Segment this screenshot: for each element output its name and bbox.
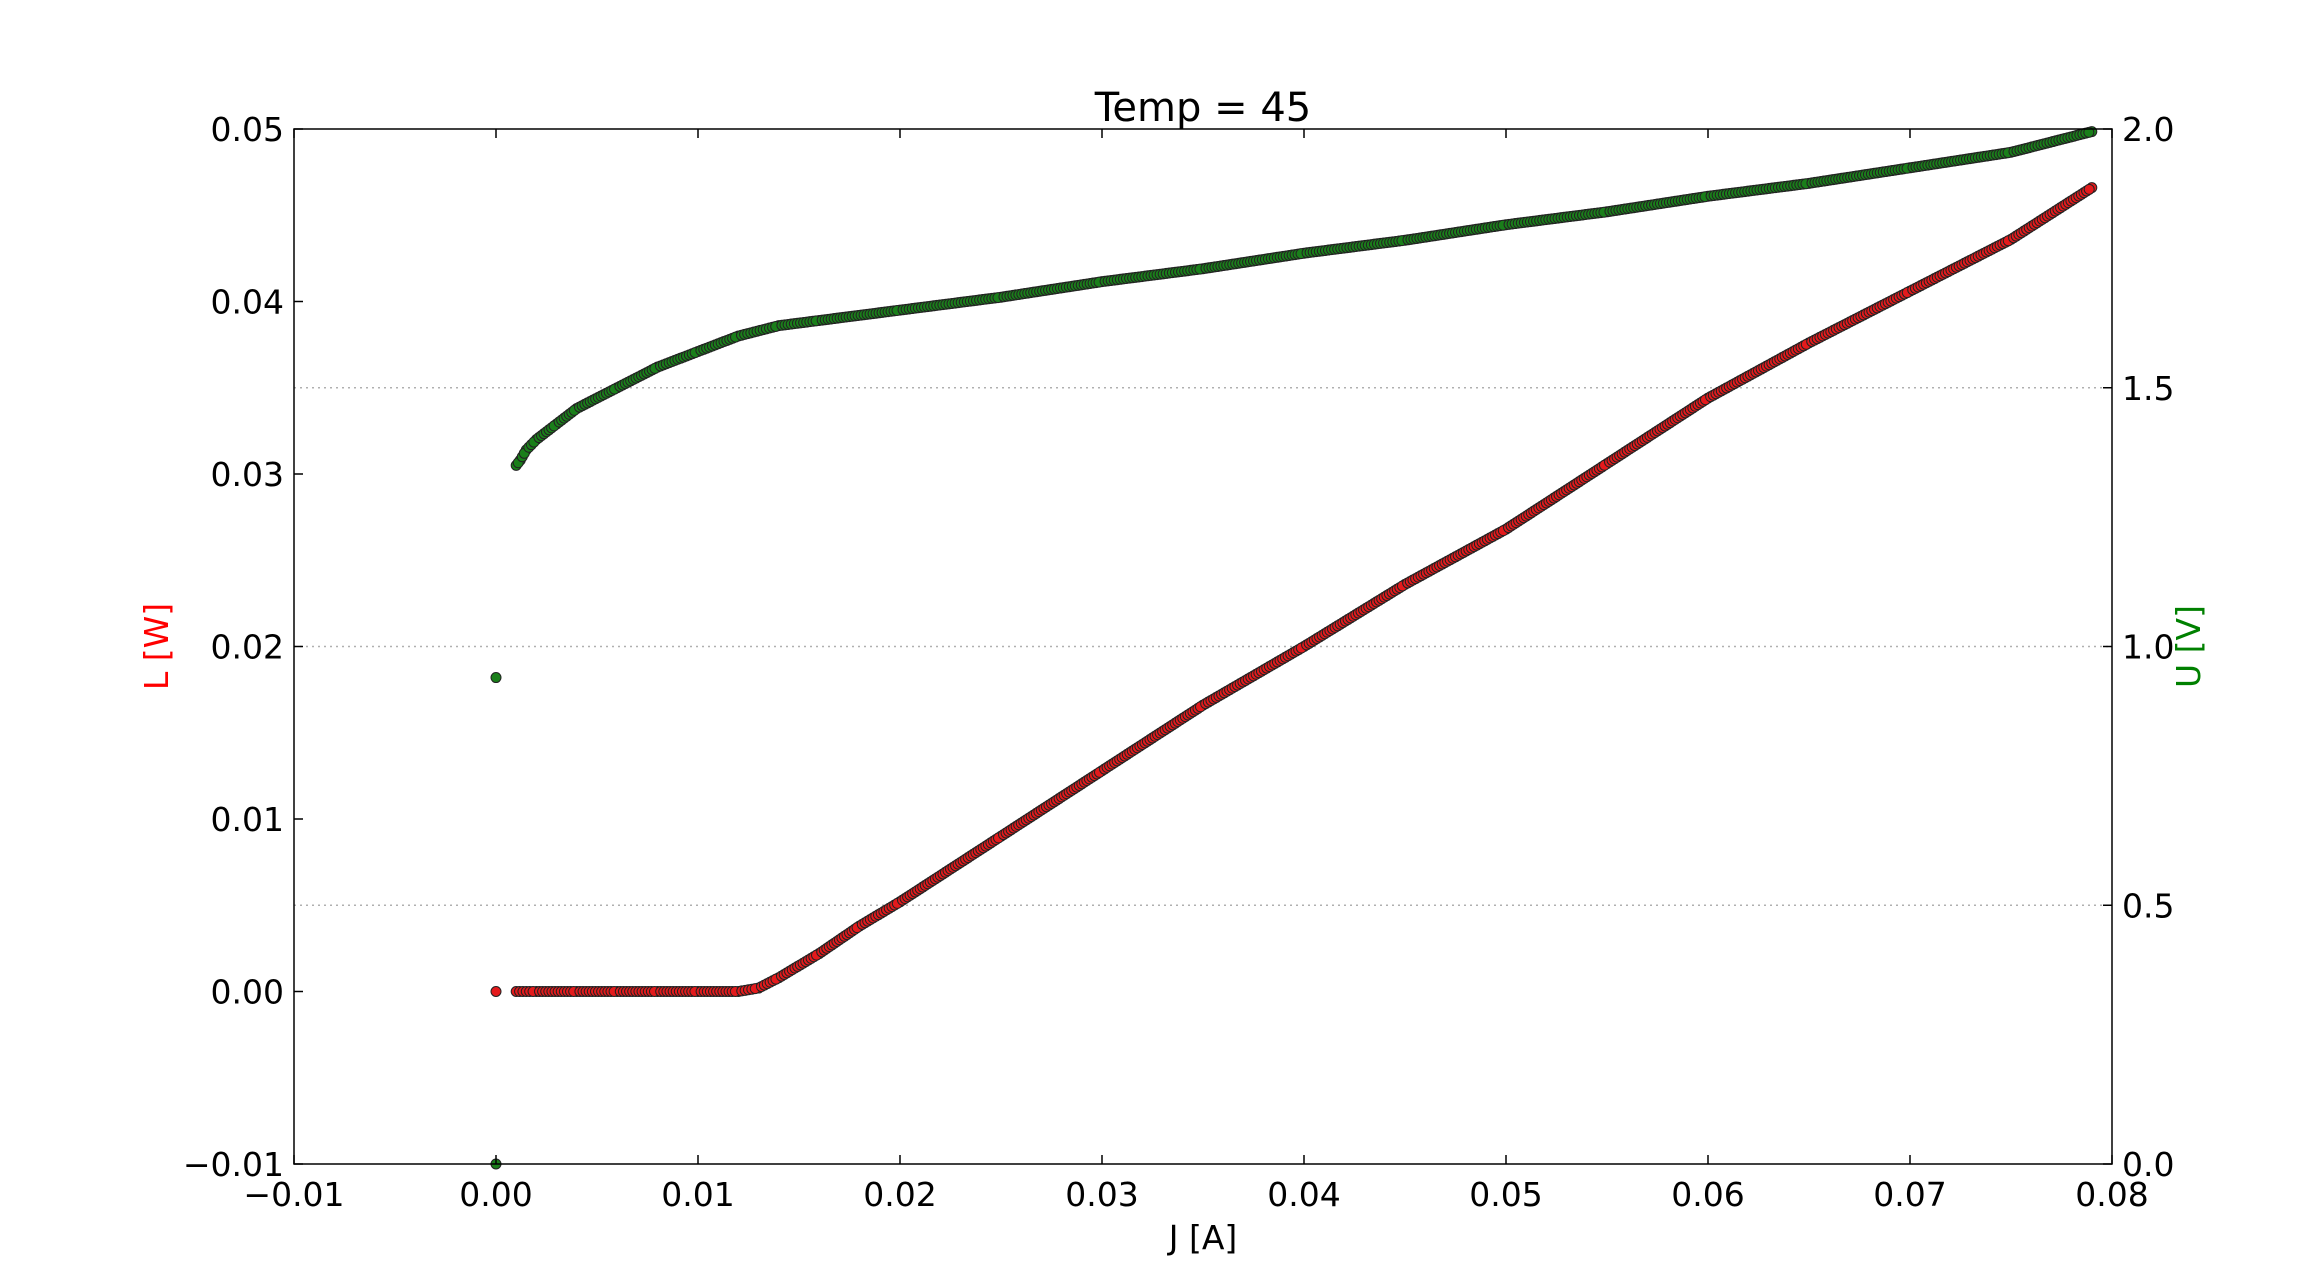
y-left-tick-label: 0.04 bbox=[211, 283, 284, 322]
x-tick-label: 0.01 bbox=[661, 1175, 734, 1214]
y-left-tick-label: −0.01 bbox=[183, 1145, 284, 1184]
x-tick-label: 0.07 bbox=[1873, 1175, 1946, 1214]
ticks: −0.01 0.00 0.01 0.02 0.03 0.04 0.05 0.06 0.07 0.0… bbox=[183, 110, 2175, 1214]
data-point bbox=[490, 986, 502, 997]
series-u-points bbox=[490, 126, 2098, 1170]
data-point bbox=[2083, 126, 2095, 138]
y-right-tick-label: 1.5 bbox=[2122, 369, 2174, 408]
y-left-tick-label: 0.00 bbox=[211, 973, 284, 1012]
x-tick-label: 0.02 bbox=[863, 1175, 936, 1214]
series-l-points bbox=[490, 182, 2098, 997]
y-left-tick-label: 0.03 bbox=[211, 455, 284, 494]
x-tick-label: 0.05 bbox=[1469, 1175, 1542, 1214]
y-left-tick-label: 0.02 bbox=[211, 628, 284, 667]
y-left-axis-title: L [W] bbox=[137, 603, 176, 690]
x-tick-label: 0.08 bbox=[2075, 1175, 2148, 1214]
series-layer bbox=[490, 126, 2098, 1170]
y-right-tick-label: 2.0 bbox=[2122, 110, 2174, 149]
x-tick-label: −0.01 bbox=[243, 1175, 344, 1214]
y-right-tick-label: 1.0 bbox=[2122, 628, 2174, 667]
y-left-tick-label: 0.01 bbox=[211, 800, 284, 839]
x-tick-label: 0.00 bbox=[459, 1175, 532, 1214]
y-right-tick-label: 0.5 bbox=[2122, 886, 2174, 925]
y-right-axis-title: U [V] bbox=[2169, 605, 2208, 688]
data-point bbox=[2083, 183, 2095, 195]
chart-title: Temp = 45 bbox=[1094, 85, 1311, 131]
x-tick-label: 0.04 bbox=[1267, 1175, 1340, 1214]
y-left-tick-label: 0.05 bbox=[211, 110, 284, 149]
x-tick-label: 0.06 bbox=[1671, 1175, 1744, 1214]
data-point bbox=[490, 672, 502, 684]
y-right-tick-label: 0.0 bbox=[2122, 1145, 2174, 1184]
x-axis-title: J [A] bbox=[1167, 1218, 1238, 1257]
x-tick-label: 0.03 bbox=[1065, 1175, 1138, 1214]
